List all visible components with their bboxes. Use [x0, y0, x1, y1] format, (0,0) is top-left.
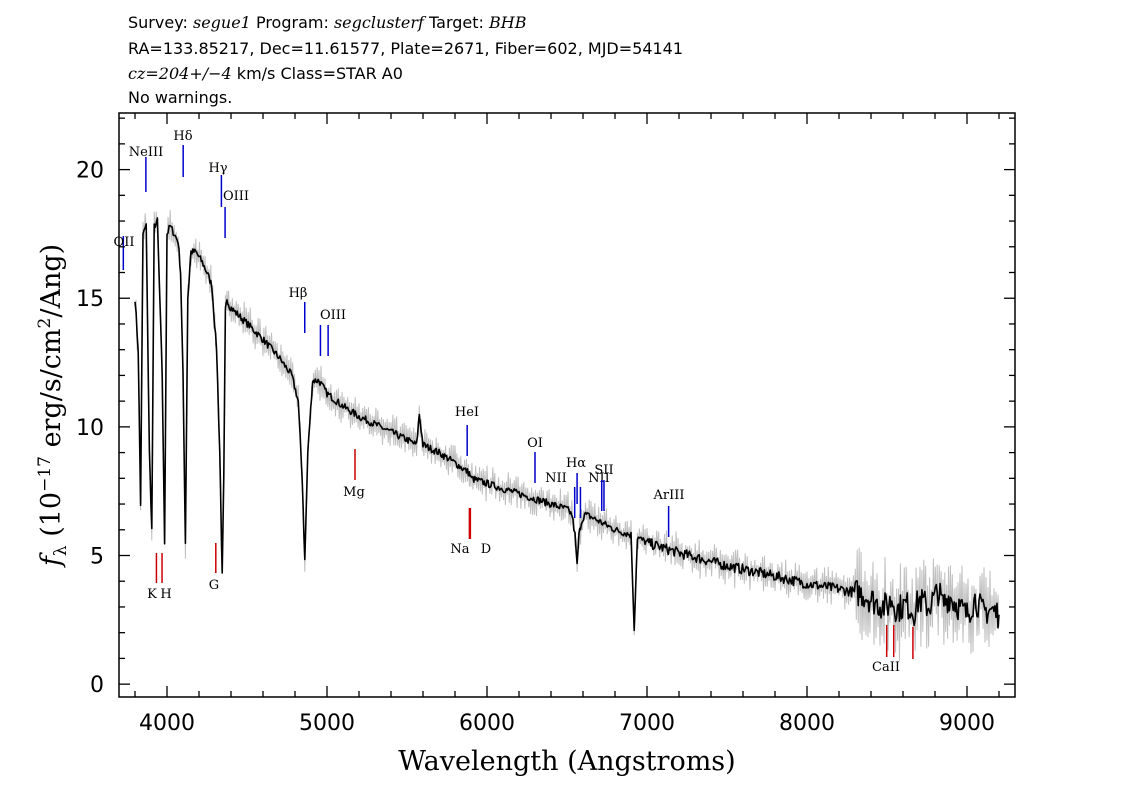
target-label: Target: [429, 13, 484, 32]
x-tick-label: 4000 [139, 711, 195, 736]
x-tick-label: 8000 [779, 711, 835, 736]
x-tick-label: 6000 [459, 711, 515, 736]
x-tick-label: 9000 [939, 711, 995, 736]
y-tick-label: 5 [90, 545, 104, 570]
program-value: segclusterf [333, 13, 424, 32]
emission-line-label: SII [594, 463, 613, 478]
y-tick-label: 0 [90, 673, 104, 698]
y-axis-label-group: fλ (10−17 erg/s/cm2/Ang) [35, 244, 71, 568]
y-tick-label: 10 [76, 416, 104, 441]
header-line-1: Survey: segue1 Program: segclusterf Targ… [128, 13, 526, 33]
emission-line-label: Hβ [289, 286, 308, 301]
y-tick-label: 20 [76, 159, 104, 184]
flux-series [134, 217, 1000, 632]
absorption-line-label: D [481, 542, 491, 557]
program-label: Program: [255, 13, 329, 32]
header-line-3: cz=204+/−4 km/s Class=STAR A0 [128, 64, 403, 84]
cz-value: cz=204+/−4 [128, 64, 232, 83]
survey-value: segue1 [192, 13, 251, 32]
axis-ticks: 4000 5000 6000 7000 8000 9000 0 5 10 15 20 [76, 113, 1015, 736]
spectral-line-markers: OIINeIIIHδHγOIIIHβOIIIHeIOINIIHαNIISIIAr… [114, 129, 914, 675]
emission-line-label: Hδ [173, 129, 192, 144]
emission-line-label: Hα [566, 456, 586, 471]
emission-line-label: Hγ [208, 161, 227, 176]
absorption-line-label: Na [450, 542, 469, 557]
error-band-line [134, 210, 1000, 661]
x-tick-label: 7000 [619, 711, 675, 736]
absorption-line-label: Mg [343, 485, 365, 500]
header-line-2: RA=133.85217, Dec=11.61577, Plate=2671, … [128, 39, 684, 58]
survey-label: Survey: [128, 13, 188, 32]
emission-line-label: OII [114, 235, 135, 250]
emission-line-label: NII [545, 471, 567, 486]
emission-line-label: OIII [223, 189, 249, 204]
y-tick-label: 15 [76, 287, 104, 312]
header-warnings: No warnings. [128, 88, 233, 107]
flux-line [134, 217, 1000, 632]
plot-frame [118, 112, 1016, 698]
emission-line-label: OI [527, 436, 543, 451]
absorption-line-label: G [209, 578, 219, 593]
emission-line-label: NeIII [129, 145, 163, 160]
emission-line-label: HeI [455, 405, 479, 420]
absorption-line-label: CaII [872, 660, 900, 675]
emission-line-label: OIII [320, 308, 346, 323]
error-band [134, 210, 1000, 661]
absorption-line-label: H [160, 587, 171, 602]
target-value: BHB [489, 13, 527, 32]
x-axis-label: Wavelength (Angstroms) [398, 746, 735, 777]
class-text: km/s Class=STAR A0 [231, 64, 403, 83]
x-tick-label: 5000 [299, 711, 355, 736]
y-axis-label: fλ (10−17 erg/s/cm2/Ang) [35, 244, 71, 568]
emission-line-label: ArIII [652, 488, 684, 503]
absorption-line-label: K [147, 587, 157, 602]
